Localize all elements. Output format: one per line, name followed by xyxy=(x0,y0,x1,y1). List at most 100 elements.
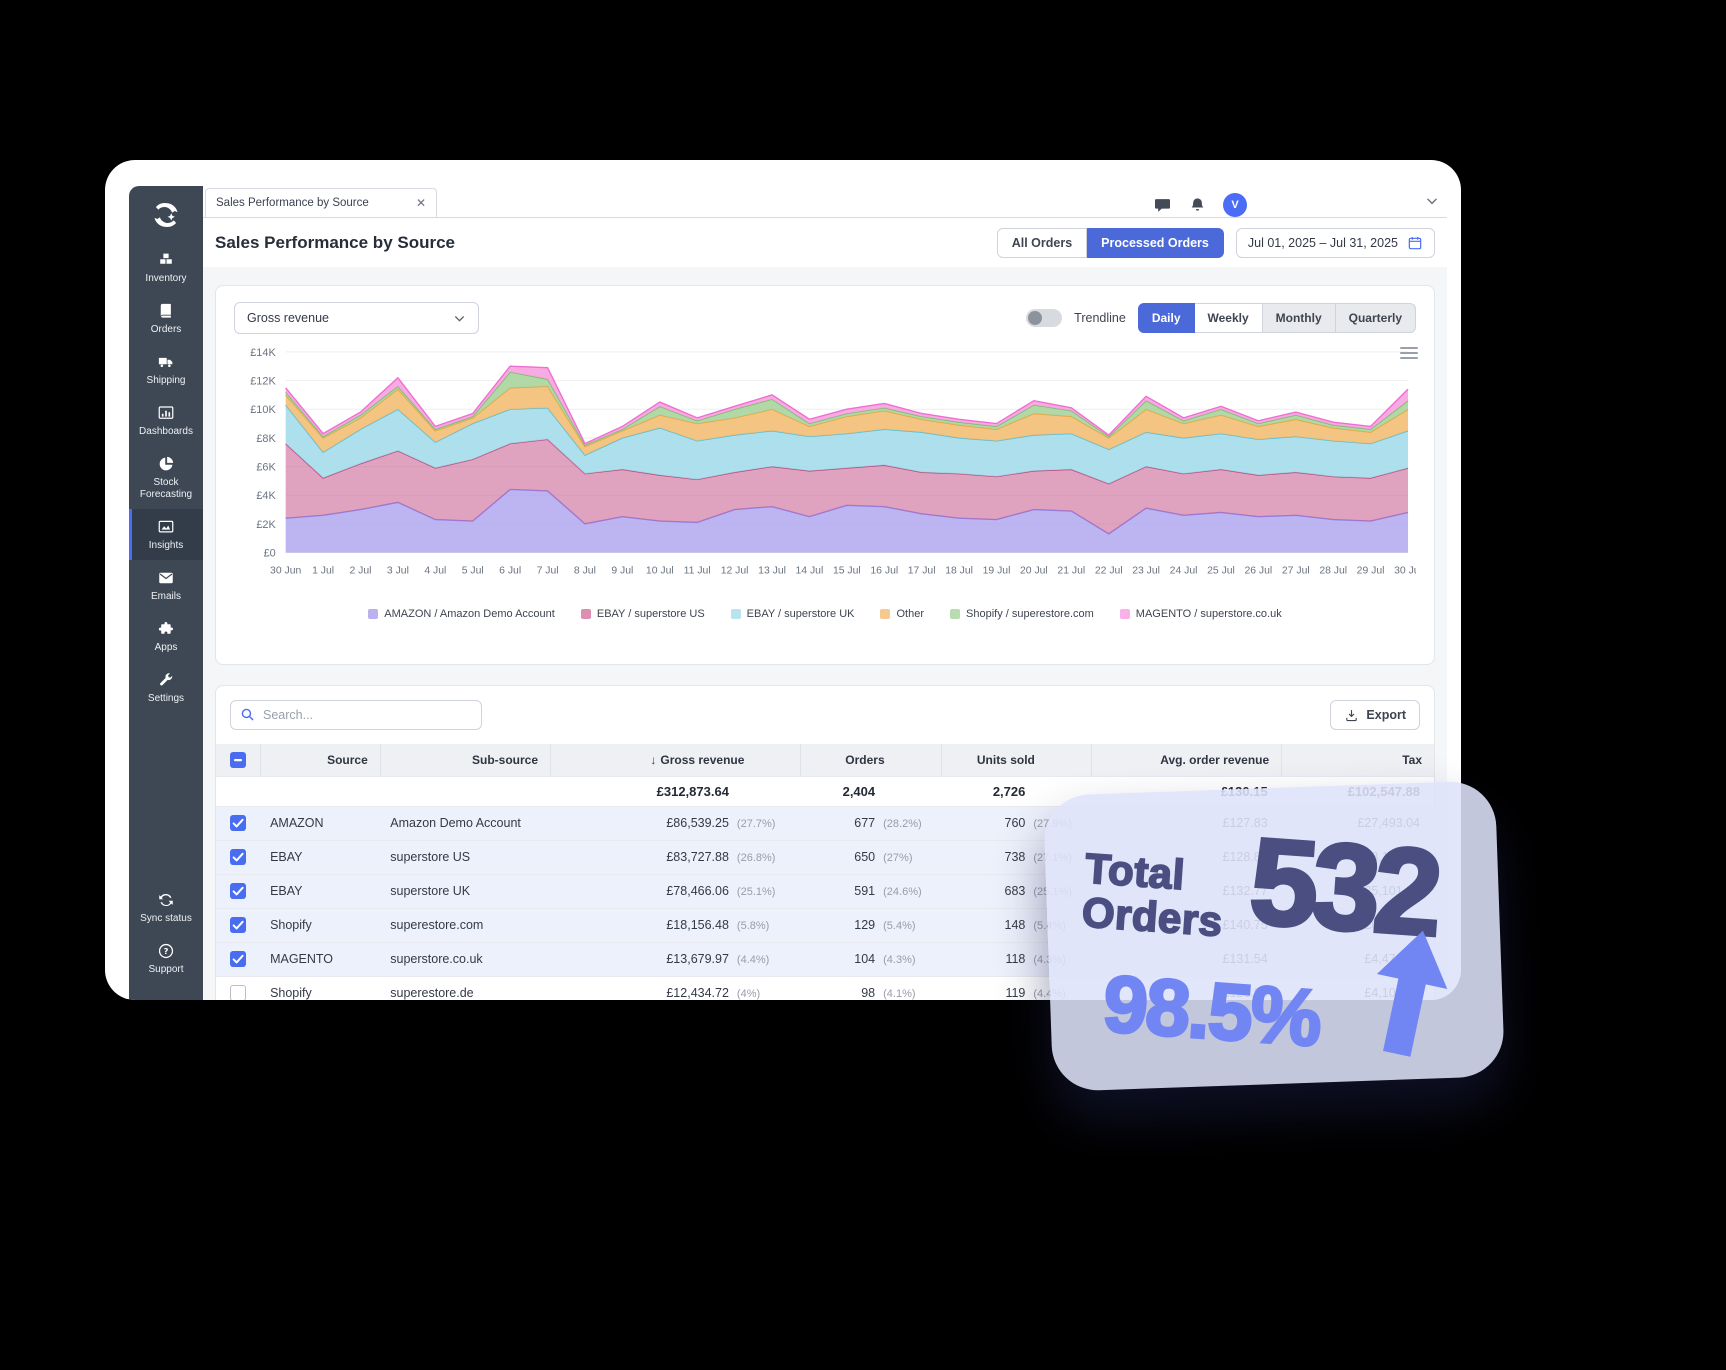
inventory-icon xyxy=(157,251,175,269)
source-cell: Shopify xyxy=(270,918,312,932)
chart-menu-icon[interactable] xyxy=(1400,344,1418,362)
sidebar-item-dashboards[interactable]: Dashboards xyxy=(129,395,203,446)
cell-value: 760 xyxy=(1004,816,1026,830)
cell-percent: (4.3%) xyxy=(883,954,916,966)
search-input[interactable] xyxy=(230,700,482,730)
sidebar-item-support[interactable]: ? Support xyxy=(129,933,203,984)
legend-item-magento-superstore-co-uk[interactable]: MAGENTO / superstore.co.uk xyxy=(1119,608,1282,620)
svg-text:30 Jul: 30 Jul xyxy=(1394,565,1416,576)
svg-text:£14K: £14K xyxy=(250,347,276,359)
svg-text:£6K: £6K xyxy=(256,462,276,474)
export-button[interactable]: Export xyxy=(1330,700,1420,730)
legend-item-ebay-superstore-uk[interactable]: EBAY / superstore UK xyxy=(730,608,854,620)
sidebar-item-orders[interactable]: Orders xyxy=(129,293,203,344)
sidebar-item-label: Stock Forecasting xyxy=(139,477,193,500)
svg-text:1 Jul: 1 Jul xyxy=(312,565,334,576)
processed-orders-button[interactable]: Processed Orders xyxy=(1087,227,1224,258)
svg-text:21 Jul: 21 Jul xyxy=(1057,565,1085,576)
legend-label: EBAY / superstore US xyxy=(596,608,705,621)
svg-text:14 Jul: 14 Jul xyxy=(796,565,824,576)
sub-source-cell: Amazon Demo Account xyxy=(390,816,521,830)
tab-bar: Sales Performance by Source ✕ V xyxy=(203,186,1447,218)
svg-text:15 Jul: 15 Jul xyxy=(833,565,861,576)
settings-icon xyxy=(157,671,175,689)
stock-forecasting-icon xyxy=(157,455,175,473)
legend-item-amazon-amazon-demo-account[interactable]: AMAZON / Amazon Demo Account xyxy=(368,608,555,620)
svg-text:27 Jul: 27 Jul xyxy=(1282,565,1310,576)
legend-swatch xyxy=(368,609,379,620)
tab-title: Sales Performance by Source xyxy=(216,197,369,209)
col-header-avg-order-revenue[interactable]: Avg. order revenue xyxy=(1091,744,1283,776)
legend-item-ebay-superstore-us[interactable]: EBAY / superstore US xyxy=(580,608,705,621)
svg-text:12 Jul: 12 Jul xyxy=(721,565,749,576)
chevron-down-icon[interactable] xyxy=(1425,194,1439,208)
tab-close-icon[interactable]: ✕ xyxy=(415,196,426,210)
trendline-toggle[interactable] xyxy=(1026,309,1063,327)
sidebar-item-shipping[interactable]: Shipping xyxy=(129,344,203,395)
total-orders-stat-card: Total Orders 532 98.5% xyxy=(1042,780,1506,1092)
avatar[interactable]: V xyxy=(1223,193,1247,217)
select-all-checkbox[interactable] xyxy=(229,751,246,768)
dashboards-icon xyxy=(157,404,175,422)
svg-text:£10K: £10K xyxy=(250,404,276,416)
svg-text:2 Jul: 2 Jul xyxy=(349,565,371,576)
col-header-sub-source[interactable]: Sub-source xyxy=(380,744,552,776)
row-checkbox[interactable] xyxy=(230,883,247,899)
col-header-units-sold[interactable]: Units sold xyxy=(941,744,1092,776)
cell-value: 118 xyxy=(1005,952,1026,966)
row-checkbox[interactable] xyxy=(230,985,247,1000)
granularity-weekly-button[interactable]: Weekly xyxy=(1194,303,1263,333)
svg-text:£0: £0 xyxy=(264,548,276,560)
sidebar-item-apps[interactable]: Apps xyxy=(129,611,203,662)
bell-icon[interactable] xyxy=(1188,196,1207,215)
svg-text:30 Jun: 30 Jun xyxy=(270,565,301,576)
col-header-tax[interactable]: Tax xyxy=(1281,744,1434,776)
svg-text:28 Jul: 28 Jul xyxy=(1319,565,1347,576)
insights-icon xyxy=(157,518,175,536)
apps-icon xyxy=(157,620,175,638)
col-header-gross-revenue[interactable]: ↓ Gross revenue xyxy=(550,744,802,776)
legend-label: Shopify / superestore.com xyxy=(966,608,1094,621)
sidebar-nav: Inventory Orders Shipping Dashboards Stock F… xyxy=(129,242,203,713)
cell-value: £13,679.97 xyxy=(666,952,729,966)
cell-percent: (25.1%) xyxy=(736,886,776,898)
sidebar-item-label: Sync status xyxy=(140,913,192,924)
svg-text:26 Jul: 26 Jul xyxy=(1244,565,1272,576)
chat-icon[interactable] xyxy=(1153,196,1172,215)
sidebar-item-settings[interactable]: Settings xyxy=(129,662,203,713)
row-checkbox[interactable] xyxy=(230,917,247,933)
legend-label: AMAZON / Amazon Demo Account xyxy=(384,608,555,621)
date-range-value: Jul 01, 2025 – Jul 31, 2025 xyxy=(1247,235,1398,250)
source-cell: Shopify xyxy=(270,986,312,1000)
legend-item-other[interactable]: Other xyxy=(880,608,924,620)
tab-sales-performance[interactable]: Sales Performance by Source ✕ xyxy=(205,188,437,217)
app-logo[interactable] xyxy=(129,186,203,242)
source-cell: MAGENTO xyxy=(270,952,334,966)
cell-value: £78,466.06 xyxy=(666,884,729,898)
granularity-monthly-button[interactable]: Monthly xyxy=(1262,303,1336,333)
metric-select[interactable]: Gross revenue xyxy=(234,302,479,334)
cell-percent: (27%) xyxy=(883,852,913,864)
sidebar-item-inventory[interactable]: Inventory xyxy=(129,242,203,293)
granularity-daily-button[interactable]: Daily xyxy=(1137,303,1195,333)
cell-value: 650 xyxy=(854,850,876,864)
row-checkbox[interactable] xyxy=(230,951,247,967)
sidebar-item-insights[interactable]: Insights xyxy=(129,509,203,560)
granularity-segmented: Daily Weekly Monthly Quarterly xyxy=(1137,303,1416,333)
sidebar-item-stock-forecasting[interactable]: Stock Forecasting xyxy=(129,446,203,509)
granularity-quarterly-button[interactable]: Quarterly xyxy=(1335,303,1416,333)
row-checkbox[interactable] xyxy=(230,849,247,865)
sidebar-item-sync-status[interactable]: Sync status xyxy=(129,882,203,933)
date-range-picker[interactable]: Jul 01, 2025 – Jul 31, 2025 xyxy=(1235,227,1435,258)
cell-value: £12,434.72 xyxy=(666,986,729,1000)
row-checkbox[interactable] xyxy=(230,815,247,831)
col-header-source[interactable]: Source xyxy=(260,744,381,776)
legend-item-shopify-superestore-com[interactable]: Shopify / superestore.com xyxy=(950,608,1094,620)
all-orders-button[interactable]: All Orders xyxy=(996,227,1088,258)
chart-svg: £0 £2K £4K £6K £8K £10K £12K £14K 30 Jun 1 Jul 2 J… xyxy=(250,347,1416,577)
cell-value: 738 xyxy=(1004,850,1026,864)
sidebar-item-emails[interactable]: Emails xyxy=(129,560,203,611)
cell-value: 677 xyxy=(854,816,876,830)
col-header-orders[interactable]: Orders xyxy=(800,744,942,776)
